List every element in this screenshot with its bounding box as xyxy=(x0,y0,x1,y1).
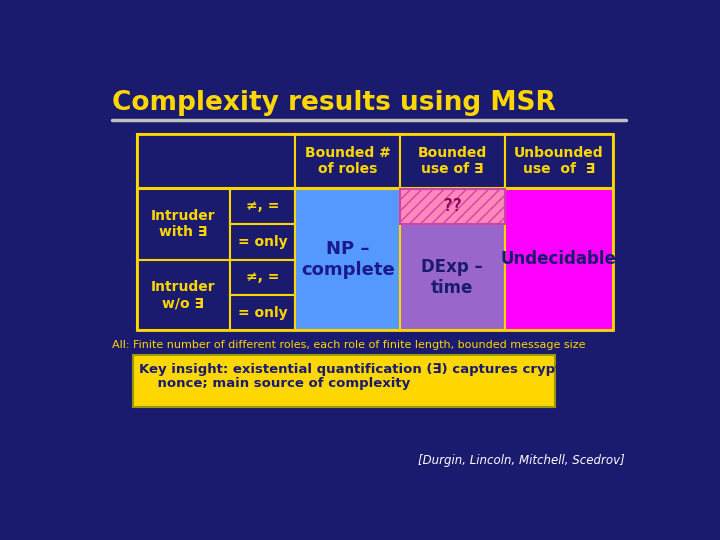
Bar xyxy=(400,224,505,330)
Text: Key insight: existential quantification (∃) captures cryptographic: Key insight: existential quantification … xyxy=(139,363,627,376)
Bar xyxy=(400,189,505,224)
Bar xyxy=(137,260,230,330)
Bar xyxy=(230,295,295,330)
Bar xyxy=(137,134,295,188)
Text: All: Finite number of different roles, each role of finite length, bounded messa: All: Finite number of different roles, e… xyxy=(112,340,585,350)
Bar xyxy=(505,134,613,188)
Text: Bounded
use of ∃: Bounded use of ∃ xyxy=(418,146,487,176)
Bar xyxy=(295,134,400,188)
Bar xyxy=(132,355,555,408)
Text: ≠, =: ≠, = xyxy=(246,271,279,285)
Text: ??: ?? xyxy=(442,198,462,215)
Text: = only: = only xyxy=(238,306,287,320)
Text: Bounded #
of roles: Bounded # of roles xyxy=(305,146,391,176)
Bar xyxy=(295,189,400,330)
Text: Complexity results using MSR: Complexity results using MSR xyxy=(112,90,555,116)
Bar xyxy=(400,189,505,224)
Text: nonce; main source of complexity: nonce; main source of complexity xyxy=(139,377,410,390)
Text: Intruder
w/o ∃: Intruder w/o ∃ xyxy=(150,280,215,310)
Text: NP –
complete: NP – complete xyxy=(301,240,395,279)
Text: = only: = only xyxy=(238,235,287,249)
Bar xyxy=(230,189,295,224)
Text: [Durgin, Lincoln, Mitchell, Scedrov]: [Durgin, Lincoln, Mitchell, Scedrov] xyxy=(418,454,625,467)
Text: Undecidable: Undecidable xyxy=(501,250,617,268)
Bar xyxy=(137,189,230,260)
Text: Unbounded
use  of  ∃: Unbounded use of ∃ xyxy=(514,146,603,176)
Bar xyxy=(400,134,505,188)
Bar xyxy=(230,224,295,260)
Text: DExp –
time: DExp – time xyxy=(421,258,483,296)
Text: Intruder
with ∃: Intruder with ∃ xyxy=(150,209,215,239)
Bar xyxy=(505,189,613,330)
Bar xyxy=(230,260,295,295)
Text: ≠, =: ≠, = xyxy=(246,199,279,213)
Bar xyxy=(137,134,613,330)
